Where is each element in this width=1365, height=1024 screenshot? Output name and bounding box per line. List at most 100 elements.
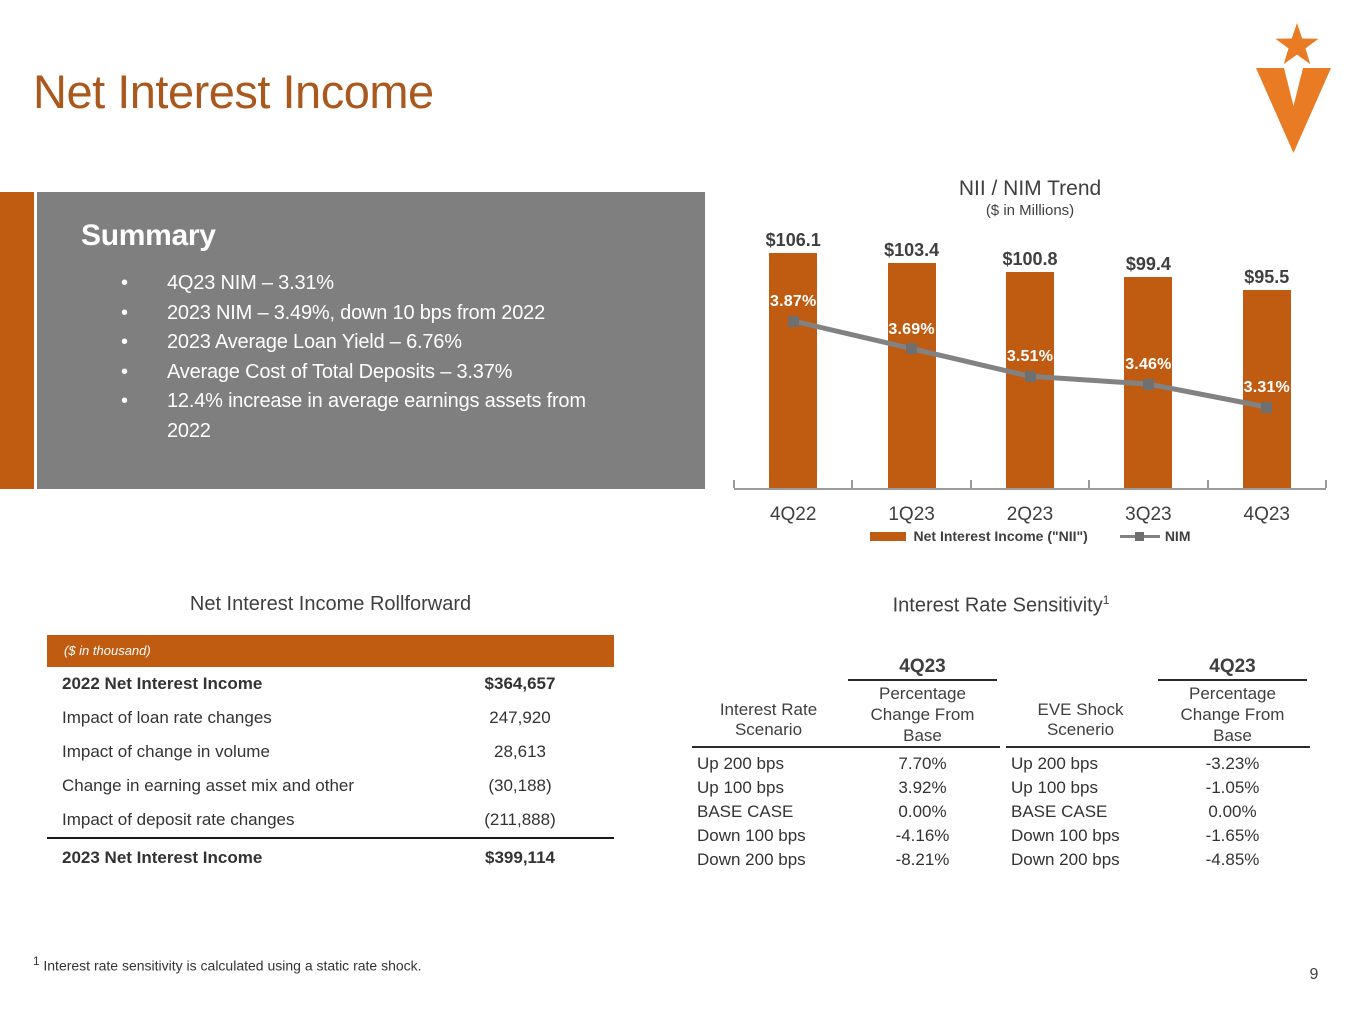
nii-bar-value-label: $106.1 xyxy=(765,230,821,251)
axis-tick xyxy=(969,480,972,488)
table-row: Up 200 bps 7.70% xyxy=(692,752,1000,776)
x-axis-label: 3Q23 xyxy=(1125,504,1172,525)
table-row: 2023 Net Interest Income $399,114 xyxy=(47,837,614,876)
nii-bar-value-label: $99.4 xyxy=(1125,253,1171,274)
scenario-cell: Down 200 bps xyxy=(1011,850,1120,869)
table-row: BASE CASE 0.00% xyxy=(1006,800,1310,824)
summary-bullets: 4Q23 NIM – 3.31%2023 NIM – 3.49%, down 1… xyxy=(37,269,705,446)
footnote-text: Interest rate sensitivity is calculated … xyxy=(43,957,422,974)
table-row: Up 100 bps -1.05% xyxy=(1006,776,1310,800)
nii-bar-value-label: $103.4 xyxy=(884,239,940,260)
sensitivity-header: EVE Shock Scenerio 4Q23 Percentage Change Fr… xyxy=(1006,654,1310,748)
nim-data-marker xyxy=(906,343,918,355)
nim-data-marker xyxy=(1261,401,1273,413)
nim-data-marker xyxy=(1024,370,1036,382)
table-row: Down 100 bps -1.65% xyxy=(1006,824,1310,848)
page-title: Net Interest Income xyxy=(33,65,434,118)
period-header: 4Q23 xyxy=(848,656,997,681)
rollforward-unit-note: ($ in thousand) xyxy=(47,635,614,667)
scenario-column-header: Interest Rate Scenario xyxy=(719,700,818,739)
rollforward-table: Net Interest Income Rollforward ($ in th… xyxy=(47,593,614,883)
nim-legend-marker xyxy=(1134,531,1144,541)
nim-value-label: 3.31% xyxy=(1243,379,1290,396)
rollforward-rows: 2022 Net Interest Income $364,657 Impact o… xyxy=(47,667,614,876)
sensitivity-groups: Interest Rate Scenario 4Q23 Percentage Chang… xyxy=(692,593,1310,883)
nii-bar-value-label: $95.5 xyxy=(1244,267,1290,288)
row-value: (30,188) xyxy=(488,776,552,795)
change-from-base-header: Percentage Change From Base xyxy=(1180,684,1285,745)
scenario-cell: Up 200 bps xyxy=(697,754,784,773)
row-label: 2023 Net Interest Income xyxy=(62,848,263,867)
legend-item-nim: NIM xyxy=(1119,528,1190,544)
nim-value-label: 3.69% xyxy=(888,320,935,338)
nii-bar xyxy=(769,253,818,488)
value-cell: -4.85% xyxy=(1205,850,1260,869)
x-axis-label: 1Q23 xyxy=(888,504,935,525)
value-column-header: 4Q23 Percentage Change From Base xyxy=(1155,654,1310,746)
axis-tick xyxy=(851,480,854,488)
summary-bullet: 12.4% increase in average earnings asset… xyxy=(37,387,627,446)
scenario-cell: BASE CASE xyxy=(697,802,794,821)
x-axis-label: 4Q23 xyxy=(1243,504,1290,525)
nim-legend-line xyxy=(1119,531,1160,542)
company-logo xyxy=(1256,23,1331,153)
footnote-marker: 1 xyxy=(33,955,40,968)
value-cell: -4.16% xyxy=(895,826,950,845)
table-row: Impact of deposit rate changes (211,888) xyxy=(47,803,614,837)
table-row: Down 100 bps -4.16% xyxy=(692,824,1000,848)
star-icon xyxy=(1275,23,1319,65)
table-row: Down 200 bps -8.21% xyxy=(692,848,1000,872)
row-value: 28,613 xyxy=(494,742,546,761)
footnote-reference: 1 xyxy=(1102,593,1110,607)
table-row: 2022 Net Interest Income $364,657 xyxy=(47,667,614,701)
chart-title: NII / NIM Trend xyxy=(958,177,1102,200)
nim-data-marker xyxy=(1142,378,1154,390)
nii-bar xyxy=(1242,290,1291,488)
scenario-cell: BASE CASE xyxy=(1011,802,1108,821)
table-row: Up 100 bps 3.92% xyxy=(692,776,1000,800)
nii-legend-label: Net Interest Income ("NII") xyxy=(913,528,1088,544)
summary-heading: Summary xyxy=(81,219,216,252)
summary-accent-stripe xyxy=(0,192,34,489)
scenario-cell: Down 100 bps xyxy=(697,826,806,845)
table-row: Down 200 bps -4.85% xyxy=(1006,848,1310,872)
nim-value-label: 3.87% xyxy=(770,293,817,310)
sensitivity-rows: Up 200 bps 7.70% Up 100 bps 3.92% BASE CASE 0… xyxy=(692,752,1000,872)
x-axis-label: 2Q23 xyxy=(1006,504,1054,525)
row-value: (211,888) xyxy=(484,810,556,829)
sensitivity-table: Interest Rate Sensitivity1 Interest Rate… xyxy=(692,593,1310,883)
value-cell: -3.23% xyxy=(1205,754,1260,773)
table-row: Impact of change in volume 28,613 xyxy=(47,735,614,769)
scenario-cell: Up 200 bps xyxy=(1011,754,1098,773)
row-value: $364,657 xyxy=(484,674,556,693)
row-label: Impact of change in volume xyxy=(62,742,270,761)
scenario-cell: Down 200 bps xyxy=(697,850,806,869)
period-header: 4Q23 xyxy=(1158,656,1307,681)
value-cell: -1.65% xyxy=(1205,826,1260,845)
table-row: BASE CASE 0.00% xyxy=(692,800,1000,824)
value-column-header: 4Q23 Percentage Change From Base xyxy=(845,654,1000,746)
legend-item-nii: Net Interest Income ("NII") xyxy=(869,528,1088,544)
nii-legend-swatch xyxy=(869,531,906,541)
axis-tick xyxy=(1325,480,1327,488)
row-label: 2022 Net Interest Income xyxy=(62,674,263,693)
chart-legend: Net Interest Income ("NII") NIM xyxy=(734,528,1326,544)
value-cell: -1.05% xyxy=(1205,778,1260,797)
chart-x-axis-labels: 4Q22 1Q23 2Q23 3Q23 4Q23 xyxy=(734,504,1326,526)
value-cell: -8.21% xyxy=(895,850,950,869)
nii-bar-value-label: $100.8 xyxy=(1002,248,1058,269)
value-cell: 0.00% xyxy=(898,802,947,821)
table-row: Impact of loan rate changes 247,920 xyxy=(47,701,614,735)
sensitivity-rows: Up 200 bps -3.23% Up 100 bps -1.05% BASE CAS… xyxy=(1006,752,1310,872)
summary-bullet: Average Cost of Total Deposits – 3.37% xyxy=(37,358,627,388)
summary-bullet: 2023 NIM – 3.49%, down 10 bps from 2022 xyxy=(37,299,627,329)
sensitivity-group: EVE Shock Scenerio 4Q23 Percentage Change Fr… xyxy=(1006,593,1310,883)
nii-bar xyxy=(887,262,936,488)
scenario-column-header: EVE Shock Scenerio xyxy=(1037,700,1124,739)
v-icon xyxy=(1256,68,1331,153)
row-value: $399,114 xyxy=(485,848,555,867)
nim-value-label: 3.46% xyxy=(1125,356,1172,373)
value-cell: 0.00% xyxy=(1208,802,1257,821)
sensitivity-title: Interest Rate Sensitivity1 xyxy=(892,593,1110,617)
value-cell: 3.92% xyxy=(898,778,947,797)
